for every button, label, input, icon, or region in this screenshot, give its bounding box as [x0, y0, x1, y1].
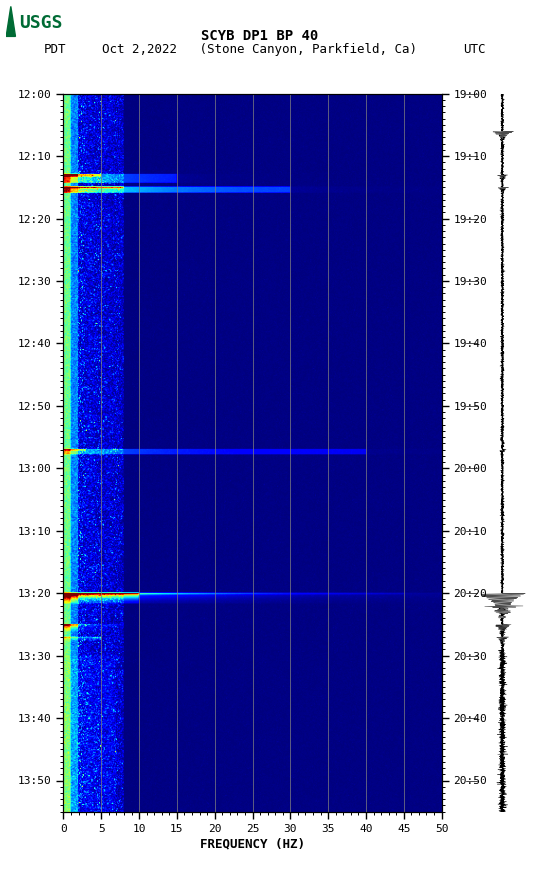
Text: SCYB DP1 BP 40: SCYB DP1 BP 40: [201, 29, 318, 43]
X-axis label: FREQUENCY (HZ): FREQUENCY (HZ): [200, 838, 305, 851]
Text: USGS: USGS: [19, 14, 62, 32]
Polygon shape: [6, 6, 15, 37]
Text: PDT: PDT: [44, 43, 67, 55]
Text: Oct 2,2022   (Stone Canyon, Parkfield, Ca): Oct 2,2022 (Stone Canyon, Parkfield, Ca): [102, 43, 417, 55]
Text: UTC: UTC: [464, 43, 486, 55]
